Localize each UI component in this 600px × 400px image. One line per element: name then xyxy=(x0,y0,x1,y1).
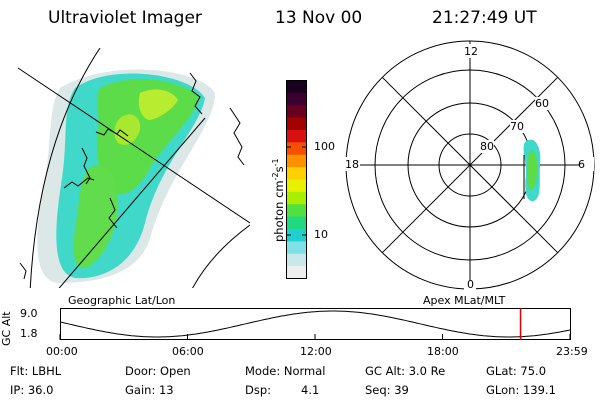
colorbar-segment xyxy=(286,216,307,230)
altitude-axis-label: GC Alt xyxy=(0,311,13,346)
altitude-tick-top: 9.0 xyxy=(20,307,38,320)
altitude-plot xyxy=(59,308,571,340)
glat-status: GLat: 75.0 xyxy=(486,364,547,378)
mode-status: Mode: Normal xyxy=(245,364,326,378)
door-status: Door: Open xyxy=(125,364,191,378)
time-tick-0000: 00:00 xyxy=(46,345,78,358)
colorbar-segment xyxy=(286,191,307,205)
mlt-label-18: 18 xyxy=(345,158,359,171)
gain-status: Gain: 13 xyxy=(125,383,174,397)
instrument-title: Ultraviolet Imager xyxy=(48,8,202,28)
geographic-caption: Geographic Lat/Lon xyxy=(68,294,176,307)
lat-label-60: 60 xyxy=(535,97,549,110)
time-tick-1200: 12:00 xyxy=(300,345,332,358)
time-label: 21:27:49 UT xyxy=(432,8,537,28)
mlt-label-12: 12 xyxy=(464,45,478,58)
seq-status: Seq: 39 xyxy=(365,383,409,397)
colorbar-segment xyxy=(286,105,307,119)
glon-status: GLon: 139.1 xyxy=(486,383,556,397)
colorbar-segment xyxy=(286,92,307,106)
colorbar-segment xyxy=(286,229,307,242)
time-tick-2359: 23:59 xyxy=(556,345,588,358)
lat-label-80: 80 xyxy=(480,140,494,153)
colorbar-segment xyxy=(286,266,307,279)
colorbar-segment xyxy=(286,130,307,143)
colorbar-segment xyxy=(286,167,307,180)
gc-alt-status: GC Alt: 3.0 Re xyxy=(365,364,446,378)
colorbar-segment xyxy=(286,179,307,193)
time-tick-1800: 18:00 xyxy=(427,345,459,358)
colorbar-segment xyxy=(286,154,307,168)
time-tick-0600: 06:00 xyxy=(172,345,204,358)
apex-caption: Apex MLat/MLT xyxy=(423,294,506,307)
lat-label-70: 70 xyxy=(510,120,524,133)
colorbar-segment xyxy=(286,204,307,218)
date-label: 13 Nov 00 xyxy=(275,8,363,28)
colorbar-segment xyxy=(286,117,307,131)
colorbar-label: photon cm-2s-1 xyxy=(271,158,286,242)
color-scale-bar xyxy=(286,80,307,279)
colorbar-tick-100: 100 xyxy=(314,140,335,153)
colorbar-segment xyxy=(286,80,307,94)
altitude-tick-bottom: 1.8 xyxy=(20,327,38,340)
polar-mlt-plot xyxy=(342,40,595,293)
geographic-image xyxy=(17,48,250,288)
colorbar-segment xyxy=(286,142,307,156)
ip-status: IP: 36.0 xyxy=(10,383,54,397)
colorbar-tick-10: 10 xyxy=(314,228,328,241)
dsp-value: 4.1 xyxy=(301,383,320,397)
mlt-label-0: 0 xyxy=(467,278,474,291)
mlt-label-6: 6 xyxy=(578,158,585,171)
filter-status: Flt: LBHL xyxy=(10,364,62,378)
dsp-label: Dsp: xyxy=(245,383,272,397)
colorbar-segment xyxy=(286,253,307,267)
colorbar-segment xyxy=(286,241,307,255)
